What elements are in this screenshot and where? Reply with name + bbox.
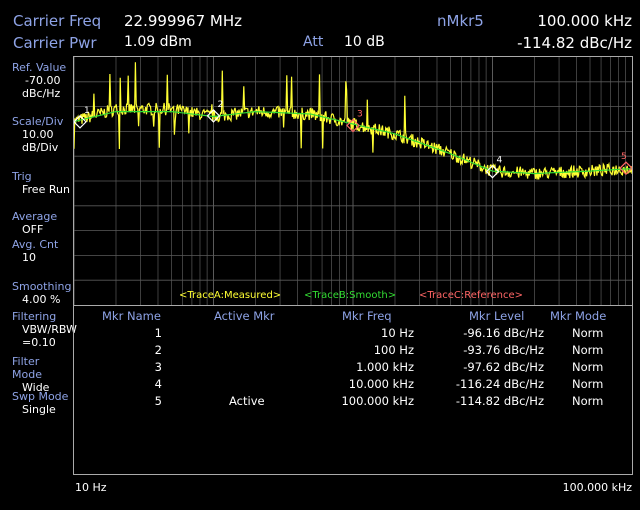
mkr-level-cell: -116.24 dBc/Hz — [455, 377, 544, 391]
col-mkr-name: Mkr Name — [102, 309, 161, 323]
legend-trace-a: <TraceA:Measured> — [179, 290, 281, 301]
att-value: 10 dB — [344, 34, 385, 50]
col-mkr-level: Mkr Level — [469, 309, 525, 323]
mkr-mode-cell: Norm — [572, 360, 604, 374]
mkr-freq-cell: 10 Hz — [381, 326, 414, 340]
legend-trace-b: <TraceB:Smooth> — [304, 290, 396, 301]
header-bar: Carrier Freq 22.999967 MHz Carrier Pwr 1… — [0, 12, 640, 52]
marker-4-label: 4 — [497, 156, 503, 166]
filtering-value-ratio: VBW/RBW — [22, 323, 77, 336]
trace-b-smooth — [73, 110, 633, 175]
carrier-pwr-label: Carrier Pwr — [13, 34, 97, 52]
col-active-mkr: Active Mkr — [214, 309, 275, 323]
filtering-value: =0.10 — [22, 336, 56, 349]
start-freq: 10 Hz — [75, 481, 107, 494]
trig-value: Free Run — [22, 183, 70, 196]
col-mkr-freq: Mkr Freq — [342, 309, 392, 323]
swp-mode-label: Swp Mode — [12, 390, 69, 403]
active-mkr-cell: Active — [229, 394, 265, 408]
swp-mode-value: Single — [22, 403, 56, 416]
marker-2-label: 2 — [218, 100, 224, 110]
avg-cnt-label: Avg. Cnt — [12, 238, 59, 251]
carrier-freq-value: 22.999967 MHz — [124, 12, 242, 30]
ref-unit: dBc/Hz — [22, 87, 61, 100]
marker-name: nMkr5 — [437, 12, 484, 30]
plot-markers: 1 2 3 4 5 — [73, 100, 633, 179]
mkr-freq-cell: 1.000 kHz — [356, 360, 414, 374]
legend-trace-c: <TraceC:Reference> — [419, 290, 523, 301]
filtering-group[interactable]: Filtering VBW/RBW =0.10 — [12, 310, 77, 349]
mkr-freq-cell: 100 Hz — [373, 343, 414, 357]
table-header-row: Mkr Name Active Mkr Mkr Freq Mkr Level M… — [74, 309, 632, 325]
trace-a-measured — [73, 62, 633, 180]
marker-table: Mkr Name Active Mkr Mkr Freq Mkr Level M… — [73, 304, 633, 475]
mkr-name-cell: 2 — [154, 343, 162, 357]
marker-5-label: 5 — [621, 152, 627, 162]
average-value: OFF — [22, 223, 44, 236]
scale-div-group[interactable]: Scale/Div 10.00 dB/Div — [12, 115, 63, 154]
table-row[interactable]: 1 10 Hz -96.16 dBc/Hz Norm — [74, 326, 632, 342]
mkr-name-cell: 3 — [154, 360, 162, 374]
marker-4-icon — [485, 164, 500, 179]
plot-traces — [73, 62, 633, 180]
carrier-freq-label: Carrier Freq — [13, 12, 102, 30]
smoothing-group[interactable]: Smoothing 4.00 % — [12, 280, 71, 306]
filter-mode-value: Wide — [22, 381, 50, 394]
marker-5-icon — [619, 161, 633, 176]
table-row[interactable]: 2 100 Hz -93.76 dBc/Hz Norm — [74, 343, 632, 359]
filter-mode-label: Filter Mode — [12, 355, 42, 381]
filtering-label: Filtering — [12, 310, 57, 323]
scale-div-unit: dB/Div — [22, 141, 59, 154]
average-label: Average — [12, 210, 58, 223]
carrier-pwr-value: 1.09 dBm — [124, 34, 192, 50]
table-row[interactable]: 5 Active 100.000 kHz -114.82 dBc/Hz Norm — [74, 394, 632, 410]
mkr-mode-cell: Norm — [572, 326, 604, 340]
mkr-name-cell: 1 — [154, 326, 162, 340]
mkr-mode-cell: Norm — [572, 377, 604, 391]
mkr-name-cell: 4 — [154, 377, 162, 391]
trig-label: Trig — [12, 170, 32, 183]
marker-3-icon — [346, 118, 360, 133]
plot-grid — [73, 57, 632, 305]
scale-div-label: Scale/Div — [12, 115, 64, 128]
mkr-name-cell: 5 — [154, 394, 162, 408]
mkr-freq-cell: 100.000 kHz — [341, 394, 414, 408]
mkr-mode-cell: Norm — [572, 343, 604, 357]
average-group[interactable]: Average OFF Avg. Cnt 10 — [12, 210, 58, 264]
stop-freq: 100.000 kHz — [562, 481, 632, 494]
mkr-level-cell: -93.76 dBc/Hz — [463, 343, 544, 357]
mkr-level-cell: -114.82 dBc/Hz — [455, 394, 544, 408]
marker-2-icon — [206, 109, 221, 123]
marker-freq: 100.000 kHz — [537, 12, 632, 30]
filter-mode-group[interactable]: Filter Mode Wide — [12, 355, 72, 394]
avg-cnt-value: 10 — [22, 251, 36, 264]
att-label: Att — [303, 34, 324, 50]
col-mkr-mode: Mkr Mode — [550, 309, 607, 323]
mkr-freq-cell: 10.000 kHz — [348, 377, 414, 391]
smoothing-value: 4.00 % — [22, 293, 61, 306]
table-row[interactable]: 4 10.000 kHz -116.24 dBc/Hz Norm — [74, 377, 632, 393]
ref-value: -70.00 — [25, 74, 61, 87]
swp-mode-group[interactable]: Swp Mode Single — [12, 390, 68, 416]
ref-value-label: Ref. Value — [12, 61, 67, 74]
mkr-level-cell: -97.62 dBc/Hz — [463, 360, 544, 374]
marker-3-label: 3 — [357, 109, 363, 119]
ref-value-group[interactable]: Ref. Value -70.00 dBc/Hz — [12, 61, 66, 100]
table-row[interactable]: 3 1.000 kHz -97.62 dBc/Hz Norm — [74, 360, 632, 376]
marker-level: -114.82 dBc/Hz — [517, 34, 632, 52]
smoothing-label: Smoothing — [12, 280, 72, 293]
mkr-mode-cell: Norm — [572, 394, 604, 408]
marker-1-label: 1 — [84, 106, 90, 116]
trig-group[interactable]: Trig Free Run — [12, 170, 70, 196]
mkr-level-cell: -96.16 dBc/Hz — [463, 326, 544, 340]
marker-1-icon — [73, 115, 87, 129]
scale-div-value: 10.00 — [22, 128, 54, 141]
